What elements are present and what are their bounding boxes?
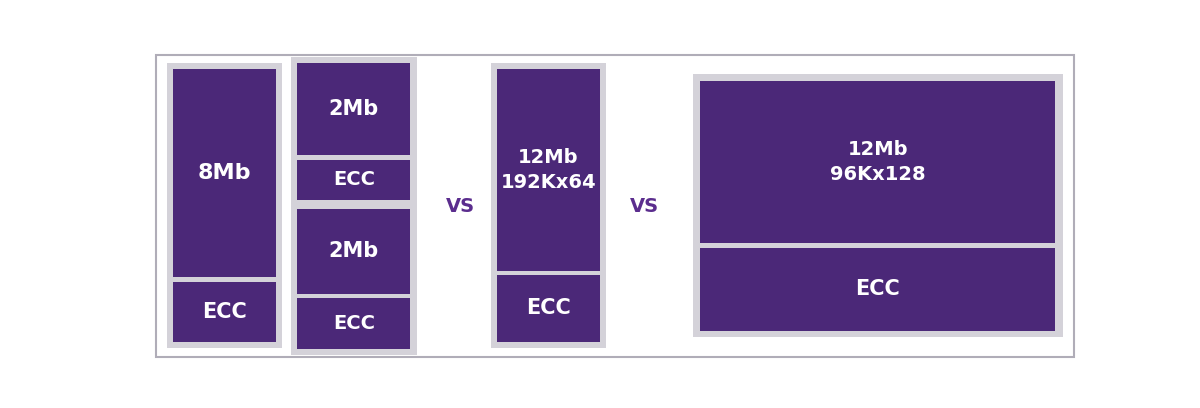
Text: 8Mb: 8Mb: [198, 163, 251, 183]
Bar: [497, 275, 600, 341]
Bar: [491, 63, 606, 348]
Text: ECC: ECC: [332, 314, 374, 333]
Text: 2Mb: 2Mb: [329, 99, 379, 119]
Bar: [692, 73, 1063, 337]
Text: ECC: ECC: [526, 298, 571, 319]
Text: VS: VS: [630, 197, 659, 215]
Bar: [298, 209, 410, 294]
Bar: [298, 63, 410, 155]
Text: ECC: ECC: [856, 279, 900, 299]
Bar: [173, 69, 276, 277]
Bar: [298, 298, 410, 349]
Bar: [701, 81, 1055, 243]
Bar: [298, 160, 410, 200]
Text: 12Mb
96Kx128: 12Mb 96Kx128: [830, 140, 925, 184]
Bar: [173, 282, 276, 341]
Text: 2Mb: 2Mb: [329, 242, 379, 262]
Bar: [292, 57, 416, 355]
Text: ECC: ECC: [202, 302, 247, 322]
Text: ECC: ECC: [332, 171, 374, 189]
Text: 12Mb
192Kx64: 12Mb 192Kx64: [500, 148, 596, 192]
Bar: [701, 248, 1055, 331]
Bar: [167, 63, 282, 348]
Text: VS: VS: [445, 197, 474, 215]
Bar: [497, 69, 600, 271]
